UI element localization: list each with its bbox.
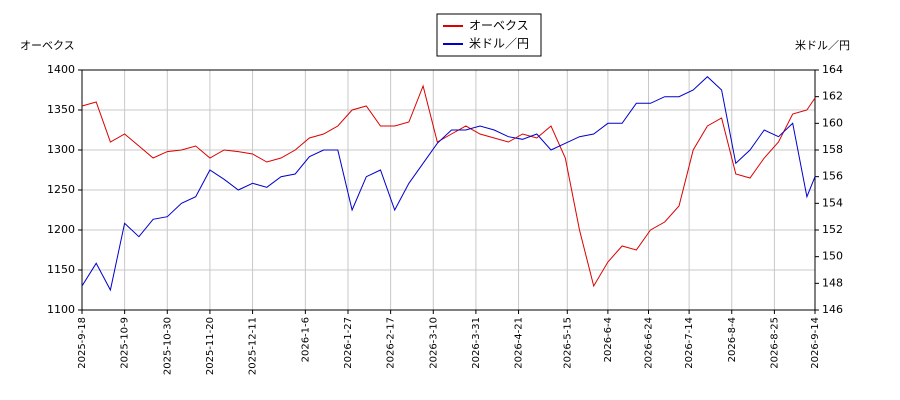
x-tick-label: 2026-1-6: [300, 317, 311, 362]
x-tick-label: 2026-6-24: [644, 317, 655, 369]
y-tick-label: 1350: [47, 103, 75, 116]
y2-tick-label: 146: [822, 303, 843, 316]
y-tick-label: 1400: [47, 63, 75, 76]
y-tick-label: 1300: [47, 143, 75, 156]
y2-axis-title: 米ドル／円: [795, 39, 850, 52]
x-tick-label: 2026-3-31: [471, 317, 482, 369]
x-tick-label: 2026-8-25: [769, 317, 780, 369]
x-tick-label: 2025-11-20: [205, 317, 216, 375]
x-tick-label: 2025-10-9: [120, 317, 131, 369]
x-tick-label: 2025-12-11: [248, 317, 259, 375]
data-line: [81, 76, 816, 292]
plot-frame: [81, 69, 816, 311]
data-line: [81, 84, 816, 288]
x-tick-label: 2026-3-10: [428, 317, 439, 369]
x-tick-label: 2025-10-30: [162, 317, 173, 375]
y-axis-title: オーベクス: [20, 39, 75, 52]
y2-tick-label: 158: [822, 143, 843, 156]
y-tick-label: 1100: [47, 303, 75, 316]
y-tick-label: 1250: [47, 183, 75, 196]
x-tick-label: 2026-2-17: [386, 317, 397, 369]
y2-tick-label: 152: [822, 223, 843, 236]
y2-tick-label: 154: [822, 196, 843, 209]
x-tick-label: 2026-1-27: [343, 317, 354, 369]
y2-tick-label: 148: [822, 276, 843, 289]
y2-tick-label: 160: [822, 116, 843, 129]
x-tick-label: 2026-8-4: [727, 317, 738, 362]
legend-label: 米ドル／円: [469, 37, 529, 51]
y2-tick-label: 156: [822, 170, 843, 183]
legend-label: オーベクス: [469, 19, 529, 33]
y2-tick-label: 150: [822, 250, 843, 263]
x-tick-label: 2025-9-18: [77, 317, 88, 369]
x-tick-label: 2026-9-14: [810, 317, 821, 369]
y2-tick-label: 162: [822, 90, 843, 103]
x-tick-label: 2026-6-4: [603, 317, 614, 362]
y-tick-label: 1200: [47, 223, 75, 236]
y2-tick-label: 164: [822, 63, 843, 76]
x-tick-label: 2026-4-21: [514, 317, 525, 369]
x-tick-label: 2026-5-15: [562, 317, 573, 369]
legend-box: [436, 13, 542, 57]
x-tick-label: 2026-7-14: [684, 317, 695, 369]
y-tick-label: 1150: [47, 263, 75, 276]
